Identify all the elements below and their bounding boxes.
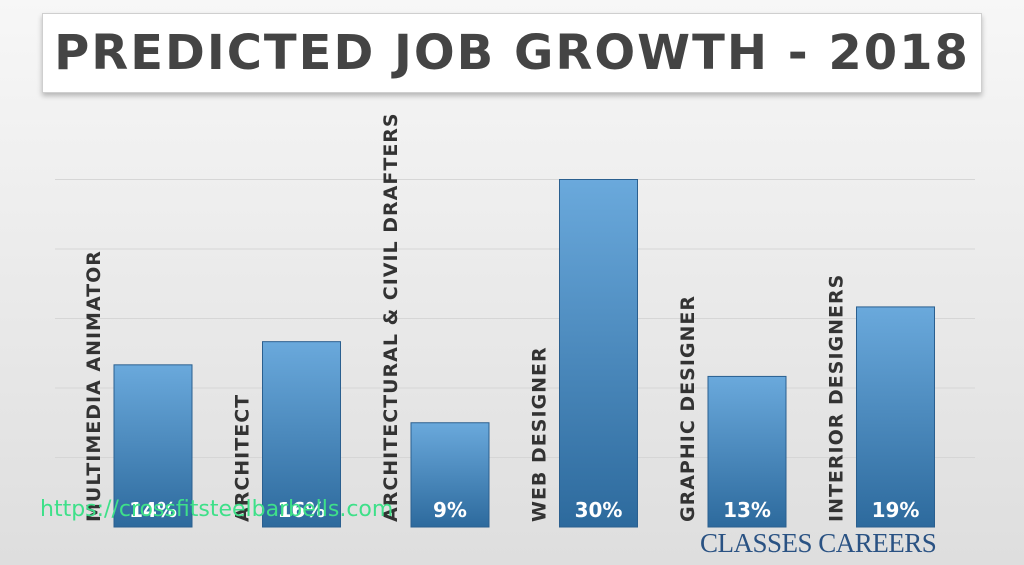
bar-2 — [410, 422, 490, 528]
category-label: ARCHITECT — [232, 394, 254, 522]
bar-value-label: 9% — [433, 498, 467, 522]
category-label: WEB DESIGNER — [529, 346, 551, 522]
category-label: MULTIMEDIA ANIMATOR — [83, 250, 105, 522]
bar-value-label: 19% — [872, 498, 920, 522]
chart-title-box: PREDICTED JOB GROWTH - 2018 — [42, 13, 982, 93]
bar-value-label: 16% — [278, 498, 326, 522]
bar-value-label: 30% — [575, 498, 623, 522]
bar-value-label: 14% — [129, 498, 177, 522]
bar-5 — [856, 306, 935, 528]
chart-title: PREDICTED JOB GROWTH - 2018 — [54, 25, 970, 81]
category-label: GRAPHIC DESIGNER — [677, 295, 699, 522]
bar-1 — [262, 341, 341, 528]
bar-4 — [707, 375, 787, 528]
bar-3 — [559, 179, 638, 528]
watermark-url: https://crossfitsteelbarbells.com — [40, 497, 394, 522]
bar-0 — [113, 364, 193, 528]
brand-logo: CLASSES CAREERS — [700, 528, 937, 558]
category-label: ARCHITECTURAL & CIVIL DRAFTERS — [380, 112, 402, 522]
category-label: INTERIOR DESIGNERS — [826, 274, 848, 522]
bar-value-label: 13% — [723, 498, 771, 522]
